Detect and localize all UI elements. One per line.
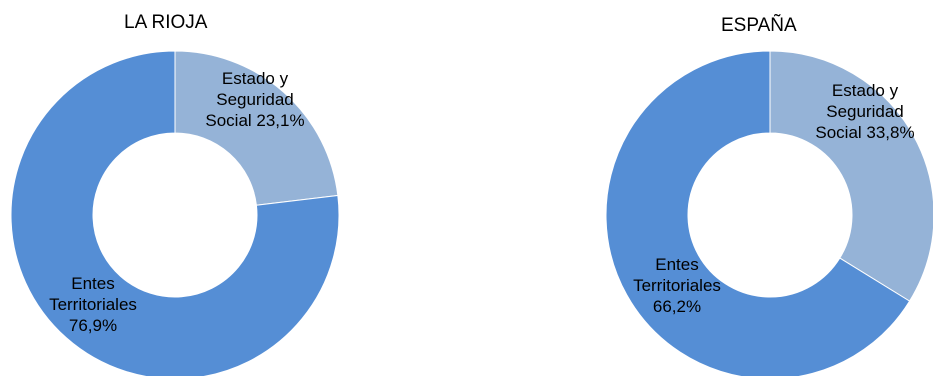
donut-slice-la-rioja-1 bbox=[10, 50, 340, 376]
donut-slice-la-rioja-0 bbox=[174, 50, 339, 206]
chart-title-la-rioja: LA RIOJA bbox=[124, 12, 208, 33]
donut-slice-espana-1 bbox=[605, 50, 911, 376]
slice-label-la-rioja-estado: Estado y Seguridad Social 23,1% bbox=[205, 69, 305, 130]
chart-title-espana: ESPAÑA bbox=[721, 15, 797, 36]
slice-label-espana-estado: Estado y Seguridad Social 33,8% bbox=[815, 81, 915, 142]
donut-slice-espana-0 bbox=[769, 50, 933, 302]
slice-label-espana-entes: Entes Territoriales 66,2% bbox=[633, 255, 721, 316]
slice-label-la-rioja-entes: Entes Territoriales 76,9% bbox=[49, 274, 137, 335]
